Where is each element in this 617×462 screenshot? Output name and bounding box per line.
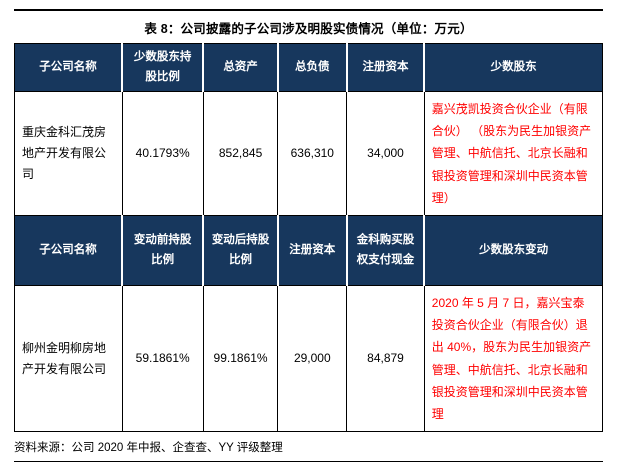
table1-header-total-assets: 总资产 — [202, 43, 278, 92]
table2-cell-ratio-after: 99.1861% — [202, 285, 279, 433]
table2-header-cash-paid: 金科购买股权支付现金 — [345, 215, 425, 286]
table2-cell-minority-change: 2020 年 5 月 7 日，嘉兴宝泰投资合伙企业（有限合伙）退出 40%，股东… — [423, 285, 604, 433]
table1-header-minority-shareholders: 少数股东 — [423, 43, 603, 92]
table1-cell-minority-shareholders: 嘉兴茂凯投资合伙企业（有限合伙） （股东为民生加银资产管理、中航信托、北京长融和… — [423, 91, 604, 217]
table1-header-subsidiary-name: 子公司名称 — [14, 43, 123, 92]
table2-cell-registered-capital: 29,000 — [277, 285, 348, 433]
table-title: 表 8：公司披露的子公司涉及明股实债情况（单位：万元） — [144, 22, 473, 36]
table2-cell-ratio-before: 59.1861% — [121, 285, 204, 433]
table2-cell-cash-paid: 84,879 — [346, 285, 425, 433]
table1-header-registered-capital: 注册资本 — [345, 43, 425, 92]
table2-header-minority-change: 少数股东变动 — [423, 215, 603, 286]
table1-cell-total-assets: 852,845 — [202, 91, 279, 217]
table1-data-row: 重庆金科汇茂房地产开发有限公司 40.1793% 852,845 636,310… — [14, 91, 604, 217]
table2-header-ratio-after: 变动后持股比例 — [202, 215, 278, 286]
table2-cell-subsidiary-name: 柳州金明柳房地产开发有限公司 — [14, 285, 123, 433]
table1-header-row: 子公司名称 少数股东持股比例 总资产 总负债 注册资本 少数股东 — [14, 43, 603, 92]
table2-header-registered-capital: 注册资本 — [276, 215, 347, 286]
table2-data-row: 柳州金明柳房地产开发有限公司 59.1861% 99.1861% 29,000 … — [14, 285, 604, 433]
table1-cell-total-liabilities: 636,310 — [277, 91, 348, 217]
subsidiary-equity-table: 子公司名称 少数股东持股比例 总资产 总负债 注册资本 少数股东 重庆金科汇茂房… — [14, 43, 604, 433]
table1-cell-registered-capital: 34,000 — [346, 91, 425, 217]
top-divider — [14, 9, 603, 11]
table1-header-minority-ratio: 少数股东持股比例 — [121, 43, 204, 92]
table2-header-subsidiary-name: 子公司名称 — [14, 215, 123, 286]
document-page: 表 8：公司披露的子公司涉及明股实债情况（单位：万元） 子公司名称 少数股东持股… — [0, 9, 617, 462]
table1-header-total-liabilities: 总负债 — [276, 43, 347, 92]
table2-header-ratio-before: 变动前持股比例 — [121, 215, 204, 286]
table1-cell-subsidiary-name: 重庆金科汇茂房地产开发有限公司 — [14, 91, 123, 217]
table2-header-row: 子公司名称 变动前持股比例 变动后持股比例 注册资本 金科购买股权支付现金 少数… — [14, 215, 603, 286]
table1-cell-minority-ratio: 40.1793% — [121, 91, 204, 217]
